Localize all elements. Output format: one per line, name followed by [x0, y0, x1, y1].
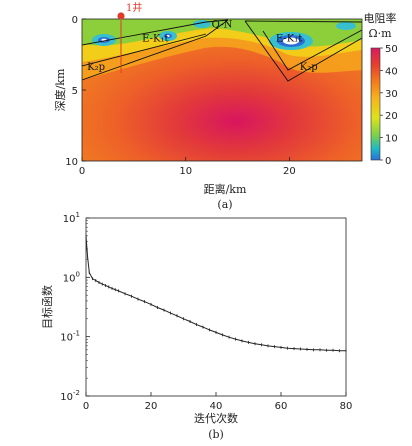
- x-axis-label-a: 距离/km: [204, 182, 247, 196]
- colorbar-scale: [370, 47, 381, 161]
- panel-b: 0 20 40 60 80 101 100 10-1 10-2 迭代次数 (b) 目标函数: [40, 211, 352, 441]
- geology-label: E-K₁t: [276, 33, 302, 44]
- x-tick-label: 20: [145, 401, 158, 412]
- panel-label-a: (a): [217, 198, 232, 211]
- colorbar-title: 电阻率: [364, 11, 397, 25]
- colorbar-tick-label: 30: [385, 89, 398, 100]
- y-tick-label: 10: [65, 157, 78, 168]
- annotations: E-K₁t Q-N E-K₁t K₂p K₂p: [87, 19, 317, 73]
- resistivity-map: [82, 19, 362, 161]
- well-label: 1井: [126, 1, 142, 14]
- y-tick-label: 10-1: [60, 330, 80, 344]
- geology-label: Q-N: [212, 19, 233, 30]
- plot-b-frame: [85, 217, 347, 397]
- x-tick-label: 10: [179, 166, 192, 177]
- geology-label: K₂p: [87, 62, 105, 73]
- y-tick-label: 5: [72, 86, 78, 97]
- axes-b: 0 20 40 60 80 101 100 10-1 10-2: [60, 211, 352, 412]
- x-tick-label: 40: [210, 401, 223, 412]
- y-tick-label: 0: [72, 15, 78, 26]
- y-tick-label: 100: [63, 270, 80, 284]
- y-tick-label: 101: [63, 211, 80, 225]
- colorbar-tick-label: 10: [385, 134, 398, 145]
- x-axis-label-b: 迭代次数: [194, 411, 238, 425]
- y-axis-label-b: 目标函数: [40, 285, 54, 329]
- y-tick-label: 10-2: [60, 389, 80, 403]
- x-tick-label: 0: [79, 166, 85, 177]
- x-tick-label: 60: [275, 401, 288, 412]
- colorbar-unit: Ω·m: [368, 27, 392, 40]
- colorbar-tick-label: 40: [385, 66, 398, 77]
- y-axis-label-a: 深度/km: [53, 68, 67, 111]
- geology-label: K₂p: [300, 62, 318, 73]
- interpretation-lines: [82, 19, 362, 82]
- panel-label-b: (b): [208, 428, 224, 441]
- colorbar: 电阻率 Ω·m 50 40 30 20 10 0: [364, 11, 398, 167]
- colorbar-tick-label: 20: [385, 111, 398, 122]
- colorbar-tick-label: 0: [385, 156, 391, 167]
- curve-markers: [85, 234, 347, 353]
- colorbar-tick-label: 50: [385, 44, 398, 55]
- x-tick-label: 0: [83, 401, 89, 412]
- well-marker: [117, 12, 125, 20]
- x-tick-label: 80: [340, 401, 353, 412]
- geology-label: E-K₁t: [142, 33, 168, 44]
- x-tick-label: 20: [283, 166, 296, 177]
